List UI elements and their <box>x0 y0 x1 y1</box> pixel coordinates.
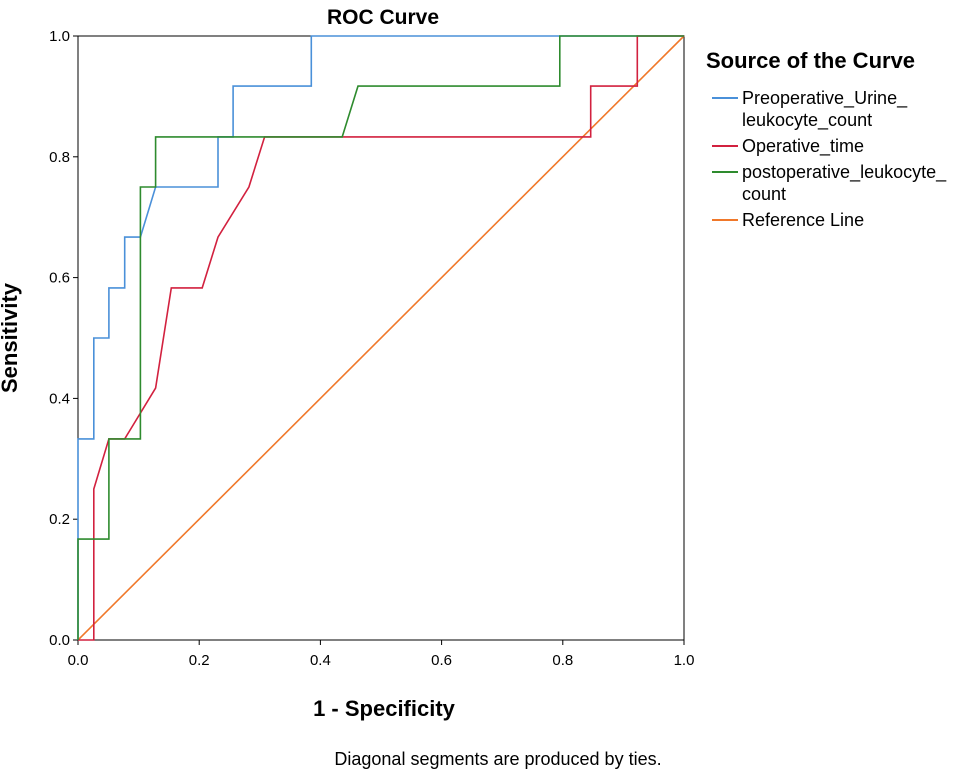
y-tick-label: 1.0 <box>49 28 70 45</box>
legend-label-preoperative-urine-leukocyte-count: Preoperative_Urine_ <box>742 88 908 109</box>
legend-label-reference-line: Reference Line <box>742 210 864 230</box>
x-tick-label: 0.6 <box>431 652 452 669</box>
x-tick-label: 0.8 <box>552 652 573 669</box>
y-tick-label: 0.4 <box>49 390 70 407</box>
chart-title: ROC Curve <box>327 6 439 29</box>
series-layer <box>77 35 685 641</box>
legend: Preoperative_Urine_leukocyte_count Operat… <box>712 88 947 230</box>
legend-label-postoperative-leukocyte-count: count <box>742 184 786 204</box>
legend-label-preoperative-urine-leukocyte-count: leukocyte_count <box>742 110 872 131</box>
x-tick-label: 1.0 <box>674 652 695 669</box>
y-tick-label: 0.8 <box>49 149 70 166</box>
y-axis-title: Sensitivity <box>0 282 22 393</box>
series-line-operative-time <box>78 35 684 641</box>
x-axis-title: 1 - Specificity <box>313 696 456 721</box>
axis-ticks: 0.0 0.2 0.4 0.6 0.8 1.0 0.0 0.2 0.4 0.6 0.8 1.0 <box>49 28 694 669</box>
series-line-postoperative-leukocyte-count <box>77 35 684 640</box>
x-tick-label: 0.2 <box>189 652 210 669</box>
legend-label-postoperative-leukocyte-count: postoperative_leukocyte_ <box>742 162 947 183</box>
x-tick-label: 0.4 <box>310 652 331 669</box>
y-tick-label: 0.2 <box>49 511 70 528</box>
x-tick-label: 0.0 <box>68 652 89 669</box>
y-tick-label: 0.0 <box>49 632 70 649</box>
legend-label-operative-time: Operative_time <box>742 136 864 157</box>
y-tick-label: 0.6 <box>49 270 70 287</box>
legend-title: Source of the Curve <box>706 48 915 73</box>
footnote: Diagonal segments are produced by ties. <box>334 749 661 769</box>
